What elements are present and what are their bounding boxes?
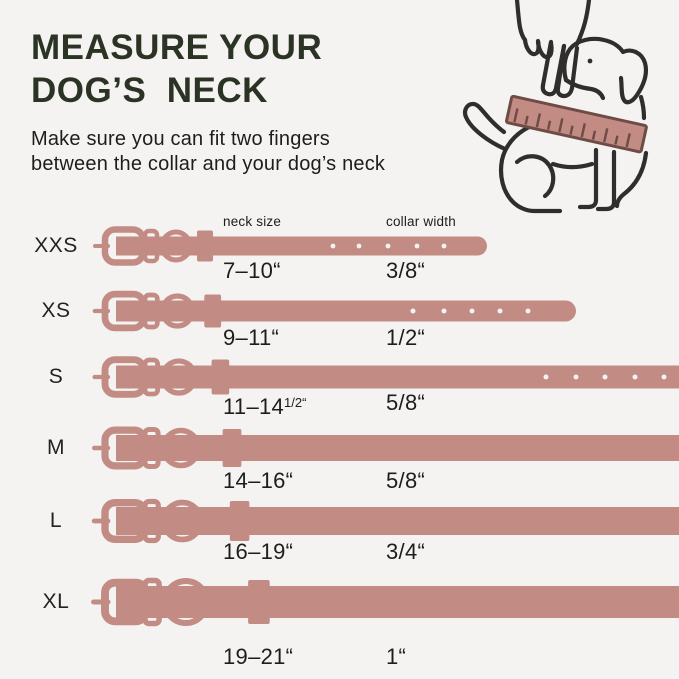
collar-dring (159, 229, 193, 263)
subtitle-line1: Make sure you can fit two fingers (31, 128, 330, 150)
neck-size-value: 11–141/2“ (223, 391, 306, 419)
collar-width-value: 1/2“ (386, 325, 426, 350)
collar-adjuster (248, 580, 270, 624)
collar-hole (661, 374, 667, 380)
collar-dring (161, 578, 210, 626)
collar-graphic (91, 577, 679, 627)
collar-width-value: 5/8“ (386, 468, 426, 493)
size-label: XXS (34, 234, 78, 257)
size-label: XL (42, 590, 70, 613)
collar-hole (497, 308, 503, 314)
collar-graphic (91, 498, 679, 544)
neck-size-text: 14–16“ (223, 468, 294, 493)
collar-dring (160, 427, 202, 469)
collar-adjuster (204, 294, 222, 328)
neck-size-text: 11–14 (223, 394, 285, 419)
collar-width-value: 1“ (386, 644, 407, 669)
collar-dring (160, 499, 204, 543)
collar-adjuster (197, 230, 213, 262)
collar-hole (356, 243, 362, 249)
collar-hole (525, 308, 531, 314)
collar-dring (159, 293, 195, 329)
collar-hole (410, 308, 416, 314)
collar-hole (632, 374, 638, 380)
collar-graphic (92, 356, 679, 398)
size-label: XS (41, 299, 71, 322)
collar-graphic (92, 426, 679, 470)
neck-size-value: 7–10“ (223, 259, 281, 283)
neck-size-value: 9–11“ (223, 326, 279, 350)
neck-size-text: 9–11“ (223, 325, 280, 350)
neck-size-text: 16–19“ (223, 539, 294, 564)
subtitle-line2: between the collar and your dog’s neck (31, 153, 386, 175)
collar-graphic (93, 226, 487, 266)
collar-hole (543, 374, 549, 380)
neck-size-value: 19–21“ (223, 645, 293, 669)
collar-graphic (92, 290, 576, 332)
hand-icon (514, 0, 592, 99)
collar-hole (469, 308, 475, 314)
collar-hole (385, 243, 391, 249)
collar-dring (160, 358, 198, 396)
dog-outline-icon (462, 36, 649, 214)
column-header-collar-width: collar width (386, 214, 456, 229)
neck-size-value: 16–19“ (223, 540, 293, 564)
page-title-line2: DOG’S NECK (31, 71, 268, 110)
neck-size-text: 19–21“ (223, 644, 294, 669)
size-label: M (47, 436, 65, 459)
collar-hole (441, 308, 447, 314)
collar-width-value: 3/4“ (386, 539, 426, 564)
subtitle: Make sure you can fit two fingers between… (31, 127, 385, 177)
collar-adjuster (211, 359, 230, 395)
collar-hole (330, 243, 336, 249)
collar-width-value: 3/8“ (386, 258, 426, 283)
dog-measure-illustration (462, 0, 649, 214)
collar-adjuster (229, 501, 250, 541)
neck-size-value: 14–16“ (223, 469, 293, 493)
page-title: MEASURE YOUR DOG’S NECK (31, 26, 322, 112)
ruler-icon (505, 94, 648, 154)
neck-size-text: 7–10“ (223, 258, 281, 283)
size-label: L (49, 509, 63, 532)
neck-size-fraction: 1/2“ (284, 395, 307, 410)
collar-hole (602, 374, 608, 380)
size-label: S (48, 365, 64, 388)
collar-adjuster (222, 429, 242, 467)
page-title-line1: MEASURE YOUR (31, 28, 323, 67)
collar-hole (414, 243, 420, 249)
collar-width-value: 5/8“ (386, 390, 426, 415)
column-header-neck-size: neck size (223, 214, 282, 229)
collar-hole (441, 243, 447, 249)
collar-hole (573, 374, 579, 380)
